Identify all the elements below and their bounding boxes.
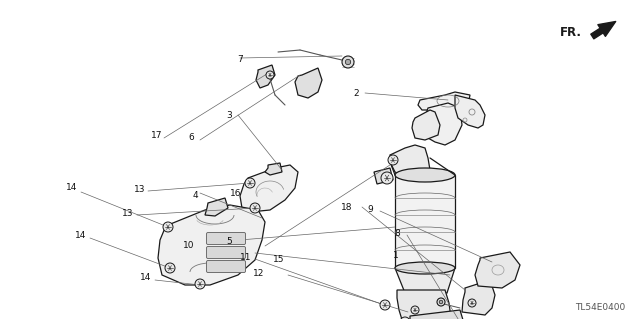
- Text: 17: 17: [151, 130, 163, 139]
- Circle shape: [342, 56, 354, 68]
- Circle shape: [468, 299, 476, 307]
- Text: 2: 2: [353, 88, 359, 98]
- Circle shape: [388, 155, 398, 165]
- Text: 8: 8: [394, 229, 400, 239]
- Text: 13: 13: [134, 186, 146, 195]
- Text: 11: 11: [240, 254, 252, 263]
- Polygon shape: [158, 205, 265, 285]
- Text: 4: 4: [192, 190, 198, 199]
- Text: 6: 6: [188, 132, 194, 142]
- Polygon shape: [395, 175, 455, 268]
- FancyBboxPatch shape: [207, 233, 246, 244]
- Text: 12: 12: [253, 269, 265, 278]
- Text: 15: 15: [273, 255, 285, 263]
- Polygon shape: [412, 110, 440, 140]
- Circle shape: [266, 71, 274, 79]
- Polygon shape: [205, 198, 228, 216]
- FancyArrowPatch shape: [591, 21, 616, 39]
- Polygon shape: [455, 95, 485, 128]
- Text: 13: 13: [122, 209, 134, 218]
- Text: 18: 18: [341, 203, 353, 211]
- Circle shape: [437, 298, 445, 306]
- Text: 1: 1: [393, 250, 399, 259]
- Polygon shape: [407, 310, 463, 319]
- Text: 14: 14: [67, 183, 77, 192]
- Circle shape: [381, 172, 393, 184]
- Polygon shape: [462, 280, 495, 315]
- FancyBboxPatch shape: [207, 247, 246, 258]
- Circle shape: [439, 300, 443, 304]
- Circle shape: [195, 279, 205, 289]
- Text: TL54E0400: TL54E0400: [575, 303, 625, 313]
- Circle shape: [411, 306, 419, 314]
- Text: 3: 3: [226, 110, 232, 120]
- Text: 14: 14: [140, 273, 152, 283]
- Circle shape: [245, 178, 255, 188]
- Text: 10: 10: [183, 241, 195, 250]
- Text: 9: 9: [367, 205, 373, 214]
- Polygon shape: [418, 92, 470, 110]
- Polygon shape: [295, 68, 322, 98]
- Ellipse shape: [395, 168, 455, 182]
- Polygon shape: [256, 65, 275, 88]
- FancyBboxPatch shape: [207, 261, 246, 272]
- Polygon shape: [374, 168, 393, 184]
- Polygon shape: [240, 165, 298, 212]
- Polygon shape: [475, 252, 520, 288]
- Polygon shape: [395, 268, 455, 293]
- Circle shape: [346, 59, 351, 65]
- Polygon shape: [265, 163, 282, 175]
- Text: 7: 7: [237, 56, 243, 64]
- Polygon shape: [390, 145, 430, 180]
- Polygon shape: [424, 103, 462, 145]
- Circle shape: [250, 203, 260, 213]
- Text: 5: 5: [226, 238, 232, 247]
- Circle shape: [165, 263, 175, 273]
- Polygon shape: [397, 290, 451, 319]
- Text: FR.: FR.: [560, 26, 582, 40]
- Text: 16: 16: [230, 189, 242, 198]
- Text: 14: 14: [76, 231, 86, 240]
- Circle shape: [380, 300, 390, 310]
- Circle shape: [400, 317, 410, 319]
- Ellipse shape: [395, 262, 455, 274]
- Circle shape: [163, 222, 173, 232]
